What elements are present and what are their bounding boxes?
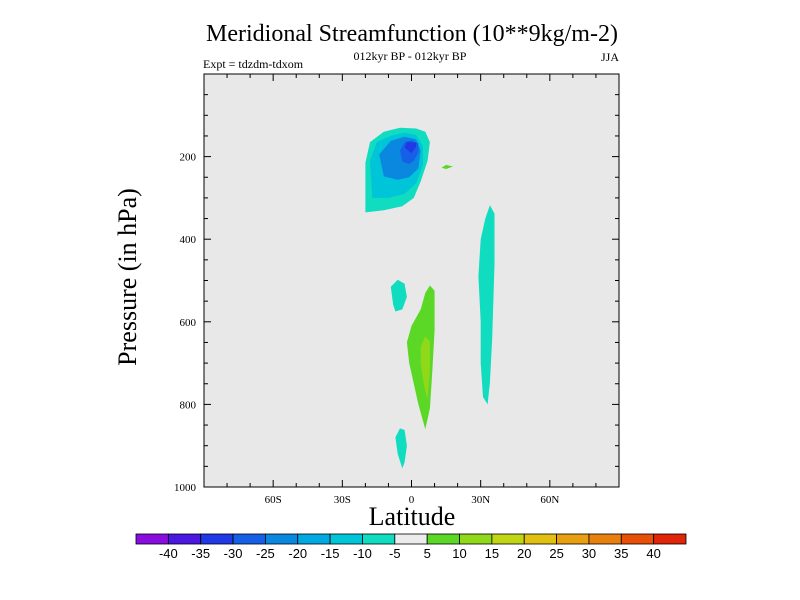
colorbar-swatch [556,533,590,545]
colorbar-label: 40 [646,546,660,561]
x-tick-label: 60N [540,494,559,506]
colorbar-label: -30 [224,546,243,561]
colorbar: -40 -35 -30 -25 -20 -15 -10 -5 5 10 15 20 25 30 35 40 [135,533,687,561]
colorbar-swatch [167,533,202,545]
colorbar-label: 35 [614,546,628,561]
contour-layer [365,127,495,469]
colorbar-swatch [394,533,428,545]
y-tick-label: 200 [180,152,197,164]
colorbar-label: 20 [517,546,531,561]
y-tick-label: 400 [180,234,197,246]
x-tick-label: 0 [409,494,415,506]
experiment-label: Expt = tdzdm-tdxom [203,57,304,71]
x-tick-label: 60S [265,494,282,506]
y-axis: 200 400 600 800 1000 [174,73,619,494]
colorbar-label: -20 [288,546,307,561]
colorbar-swatch [265,533,299,545]
chart-title: Meridional Streamfunction (10**9kg/m-2) [206,21,618,47]
colorbar-swatch [523,533,557,545]
y-axis-label: Pressure (in hPa) [113,188,142,366]
colorbar-swatch [620,533,655,545]
colorbar-label: -40 [159,546,178,561]
colorbar-swatch [232,533,266,545]
colorbar-label: 5 [424,546,431,561]
colorbar-label: 30 [582,546,596,561]
y-tick-label: 1000 [174,482,197,494]
colorbar-label: 10 [452,546,466,561]
contour-southern-cell-peak [404,142,417,154]
contour-small-positive-blob [441,164,453,169]
colorbar-swatch [653,533,687,545]
colorbar-label: -35 [191,546,210,561]
contour-lower-left-blob [395,428,407,469]
colorbar-label: -15 [321,546,340,561]
contour-mid-left-blob [390,279,407,312]
y-tick-label: 800 [180,399,197,411]
x-tick-label: 30S [334,494,351,506]
season-label: JJA [601,50,619,64]
colorbar-label: 25 [549,546,563,561]
colorbar-label: -5 [389,546,401,561]
colorbar-swatch [588,533,622,545]
colorbar-swatch [297,533,331,545]
colorbar-swatch [329,533,363,545]
colorbar-swatch [135,533,169,545]
x-axis: 60S 30S 0 30N 60N [203,74,620,506]
colorbar-label: -10 [353,546,372,561]
x-axis-label: Latitude [369,502,456,531]
contour-northern-column [478,205,495,405]
colorbar-swatch [426,533,460,545]
colorbar-label: -25 [256,546,275,561]
colorbar-label: 15 [485,546,499,561]
colorbar-swatch [491,533,525,545]
chart-subtitle: 012kyr BP - 012kyr BP [354,49,467,63]
y-tick-label: 600 [180,317,197,329]
colorbar-swatch [200,533,234,545]
contour-lower-cell-inner [420,336,430,400]
x-tick-label: 30N [471,494,490,506]
colorbar-swatch [459,533,493,545]
colorbar-swatch [362,533,396,545]
